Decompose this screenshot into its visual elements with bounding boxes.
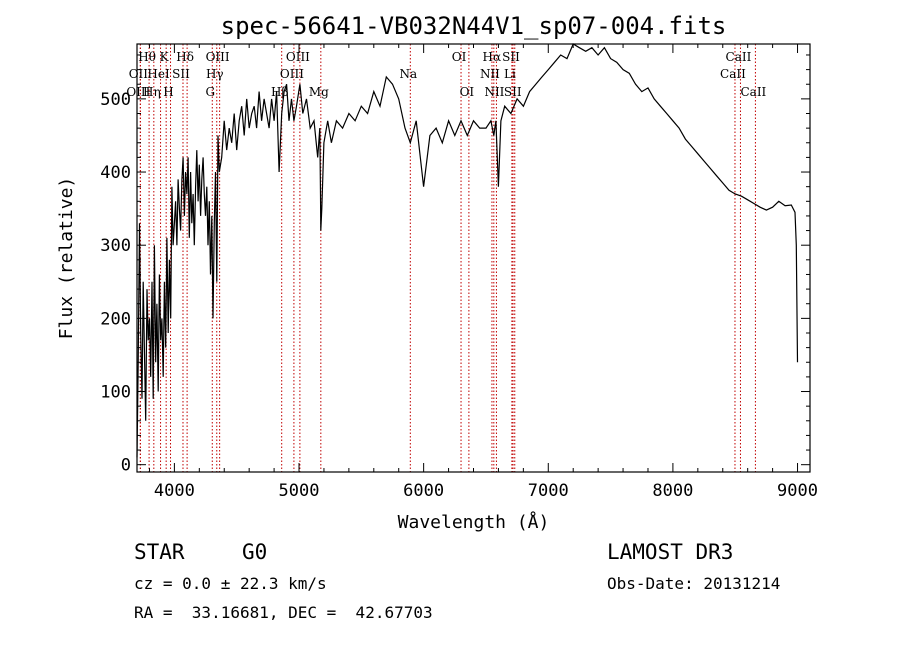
redshift-readout: cz = 0.0 ± 22.3 km/s [134,574,327,593]
line-label: Hη [143,85,161,99]
line-label: CaII [720,67,746,81]
line-label: G [205,85,215,99]
y-tick-label: 0 [121,456,131,476]
object-class: STAR [134,540,185,564]
line-label: OIII [286,50,310,64]
y-tick-label: 200 [100,309,131,329]
y-tick-label: 300 [100,236,131,256]
line-label: OIII [206,50,230,64]
line-label: Hα [483,50,502,64]
x-tick-label: 5000 [279,481,320,501]
y-tick-label: 500 [100,90,131,110]
x-tick-label: 7000 [528,481,569,501]
observation-date: Obs-Date: 20131214 [607,574,781,593]
line-label: Hγ [206,67,224,81]
line-label: H [163,85,173,99]
line-label: SII [172,67,190,81]
line-label: Hθ [138,50,156,64]
line-label: SII [502,50,520,64]
x-tick-label: 6000 [403,481,444,501]
y-axis-label: Flux (relative) [56,177,77,340]
y-tick-label: 100 [100,383,131,403]
x-axis-label: Wavelength (Å) [398,511,550,533]
x-tick-label: 8000 [652,481,693,501]
line-label: OIII [126,85,150,99]
line-label: Li [504,67,516,81]
chart-title: spec-56641-VB032N44V1_sp07-004.fits [221,12,727,40]
line-label: SII [504,85,522,99]
line-label: HeI [147,67,170,81]
line-label: Na [399,67,417,81]
line-label: OI [452,50,467,64]
line-label: OI [460,85,475,99]
line-label: OIII [280,67,304,81]
spectrum-line [136,43,799,458]
line-label: Mg [309,85,329,99]
line-label: CaII [726,50,752,64]
coordinates-readout: RA = 33.16681, DEC = 42.67703 [134,603,433,622]
line-label: NII [484,85,504,99]
survey-label: LAMOST DR3 [607,540,734,564]
x-tick-label: 9000 [777,481,818,501]
line-label: Hδ [176,50,194,64]
y-tick-label: 400 [100,163,131,183]
line-label: NII [480,67,500,81]
x-tick-label: 4000 [154,481,195,501]
line-label: CaII [740,85,766,99]
line-label: OII [129,67,149,81]
plot-frame [136,43,811,473]
line-label: K [160,50,170,64]
object-subclass: G0 [242,540,268,564]
